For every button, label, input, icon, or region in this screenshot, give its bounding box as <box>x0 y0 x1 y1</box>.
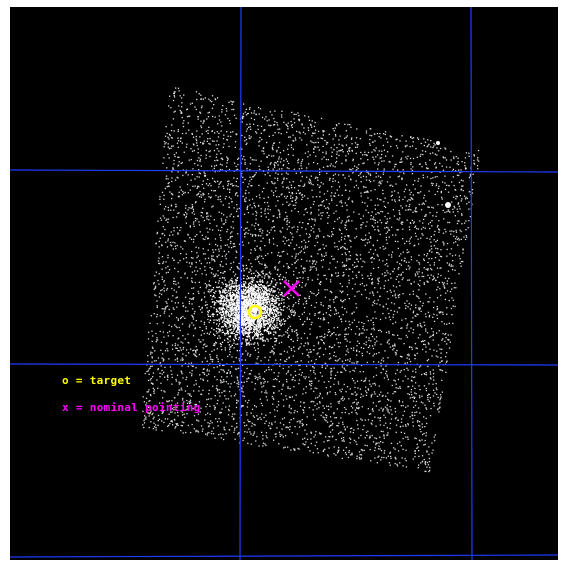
grid-line-horizontal-1 <box>10 169 558 173</box>
grid-line-horizontal-3 <box>10 554 558 558</box>
bright-sources <box>436 141 451 208</box>
grid-line-vertical-1 <box>239 7 242 560</box>
legend-pointing-label: x = nominal pointing <box>62 401 201 414</box>
event-field <box>142 87 480 473</box>
coordinate-grid <box>10 7 558 560</box>
point-source-2 <box>436 141 440 145</box>
point-source-1 <box>445 202 451 208</box>
nominal-pointing-marker <box>283 280 300 297</box>
event-map <box>10 7 558 560</box>
sky-image: o = target x = nominal pointing <box>10 7 558 560</box>
target-marker <box>247 304 263 320</box>
grid-line-vertical-2 <box>470 7 473 560</box>
grid-line-horizontal-2 <box>10 363 558 366</box>
legend-target-label: o = target <box>62 374 132 387</box>
